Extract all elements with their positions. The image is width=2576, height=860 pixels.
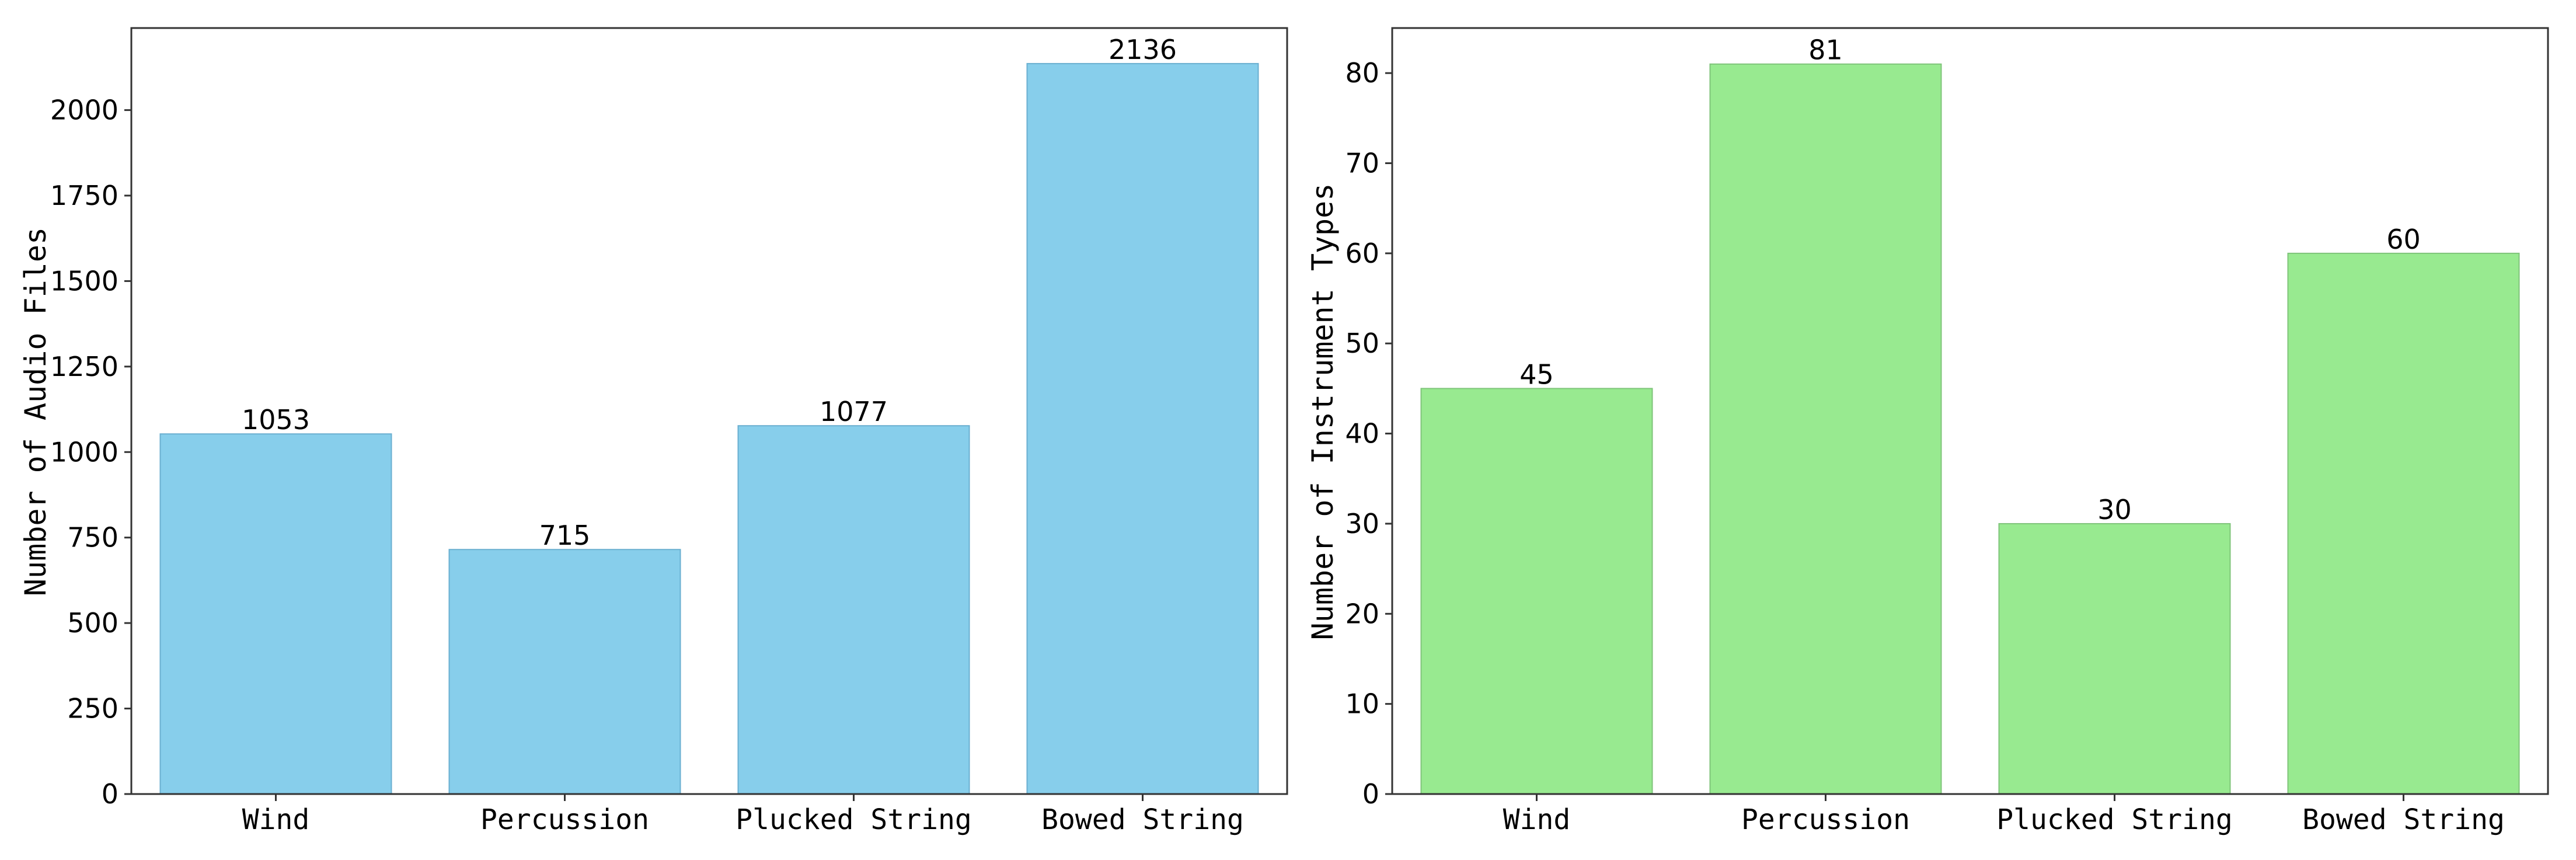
instrument-types-bar-wind bbox=[1420, 388, 1653, 795]
instrument-types-x-tick-label: Bowed String bbox=[2302, 803, 2505, 836]
instrument-types-x-ticks: Wind Percussion Plucked String Bowed String bbox=[1503, 794, 2505, 836]
audio-files-bar-value-label: 715 bbox=[539, 520, 591, 551]
instrument-types-y-tick-label: 80 bbox=[1345, 57, 1379, 89]
instrument-types-y-tick-label: 50 bbox=[1345, 328, 1379, 359]
instrument-types-y-axis-label: Number of Instrument Types bbox=[1306, 183, 1340, 640]
instrument-types-y-tick-label: 0 bbox=[1362, 778, 1379, 810]
instrument-types-bar-value-label: 30 bbox=[2097, 494, 2132, 525]
audio-files-x-tick-label: Percussion bbox=[480, 803, 649, 836]
audio-files-y-tick-label: 1250 bbox=[50, 351, 118, 382]
audio-files-y-ticks: 0 250 500 750 1000 1250 1500 1750 2000 bbox=[50, 95, 131, 810]
instrument-types-y-tick-label: 30 bbox=[1345, 508, 1379, 539]
audio-files-bar-bowed-string bbox=[1026, 62, 1259, 795]
instrument-types-x-tick-label: Wind bbox=[1503, 803, 1571, 836]
instrument-types-y-tick-label: 20 bbox=[1345, 598, 1379, 629]
audio-files-y-tick-label: 2000 bbox=[50, 95, 118, 126]
instrument-types-chart: Number of Instrument Types 45 81 30 60 0 10 2… bbox=[1306, 27, 2549, 836]
instrument-types-bar-value-label: 45 bbox=[1519, 358, 1554, 390]
audio-files-bar-value-label: 2136 bbox=[1109, 34, 1177, 65]
audio-files-chart: Number of Audio Files 1053 715 1077 2136 0 2… bbox=[19, 27, 1288, 836]
audio-files-x-tick-label: Wind bbox=[242, 803, 310, 836]
instrument-types-y-tick-label: 60 bbox=[1345, 238, 1379, 269]
audio-files-bar-value-label: 1053 bbox=[242, 404, 310, 436]
audio-files-y-tick-label: 1500 bbox=[50, 265, 118, 297]
instrument-types-y-tick-label: 10 bbox=[1345, 688, 1379, 720]
instrument-types-bar-bowed-string bbox=[2287, 252, 2520, 795]
audio-files-bar-value-label: 1077 bbox=[820, 396, 888, 427]
instrument-types-x-tick-label: Plucked String bbox=[1996, 803, 2233, 836]
audio-files-bars bbox=[159, 62, 1259, 795]
instrument-types-plot-frame bbox=[1391, 27, 2549, 795]
audio-files-y-tick-label: 1000 bbox=[50, 436, 118, 468]
audio-files-y-tick-label: 250 bbox=[67, 693, 118, 725]
audio-files-bar-wind bbox=[159, 433, 392, 795]
instrument-types-bar-plucked-string bbox=[1998, 523, 2231, 795]
instrument-types-bar-percussion bbox=[1709, 63, 1942, 795]
audio-files-x-tick-label: Plucked String bbox=[735, 803, 972, 836]
instrument-types-y-tick-label: 40 bbox=[1345, 418, 1379, 450]
audio-files-bar-percussion bbox=[448, 549, 681, 795]
instrument-types-y-ticks: 0 10 20 30 40 50 60 70 80 bbox=[1345, 57, 1392, 810]
instrument-types-y-tick-label: 70 bbox=[1345, 148, 1379, 179]
instrument-types-bars bbox=[1420, 63, 2520, 795]
instrument-types-x-tick-label: Percussion bbox=[1741, 803, 1910, 836]
audio-files-plot-frame bbox=[130, 27, 1288, 795]
instrument-types-bar-labels: 45 81 30 60 bbox=[1519, 34, 2421, 525]
audio-files-y-axis-label: Number of Audio Files bbox=[19, 227, 53, 596]
audio-files-y-tick-label: 500 bbox=[67, 607, 118, 639]
audio-files-y-tick-label: 1750 bbox=[50, 180, 118, 211]
audio-files-bar-plucked-string bbox=[737, 425, 970, 795]
audio-files-bar-labels: 1053 715 1077 2136 bbox=[242, 34, 1177, 551]
instrument-types-bar-value-label: 81 bbox=[1808, 34, 1843, 66]
audio-files-y-tick-label: 0 bbox=[102, 778, 118, 810]
instrument-types-bar-value-label: 60 bbox=[2386, 224, 2421, 255]
audio-files-y-tick-label: 750 bbox=[67, 522, 118, 553]
audio-files-x-ticks: Wind Percussion Plucked String Bowed String bbox=[242, 794, 1244, 836]
audio-files-x-tick-label: Bowed String bbox=[1041, 803, 1244, 836]
